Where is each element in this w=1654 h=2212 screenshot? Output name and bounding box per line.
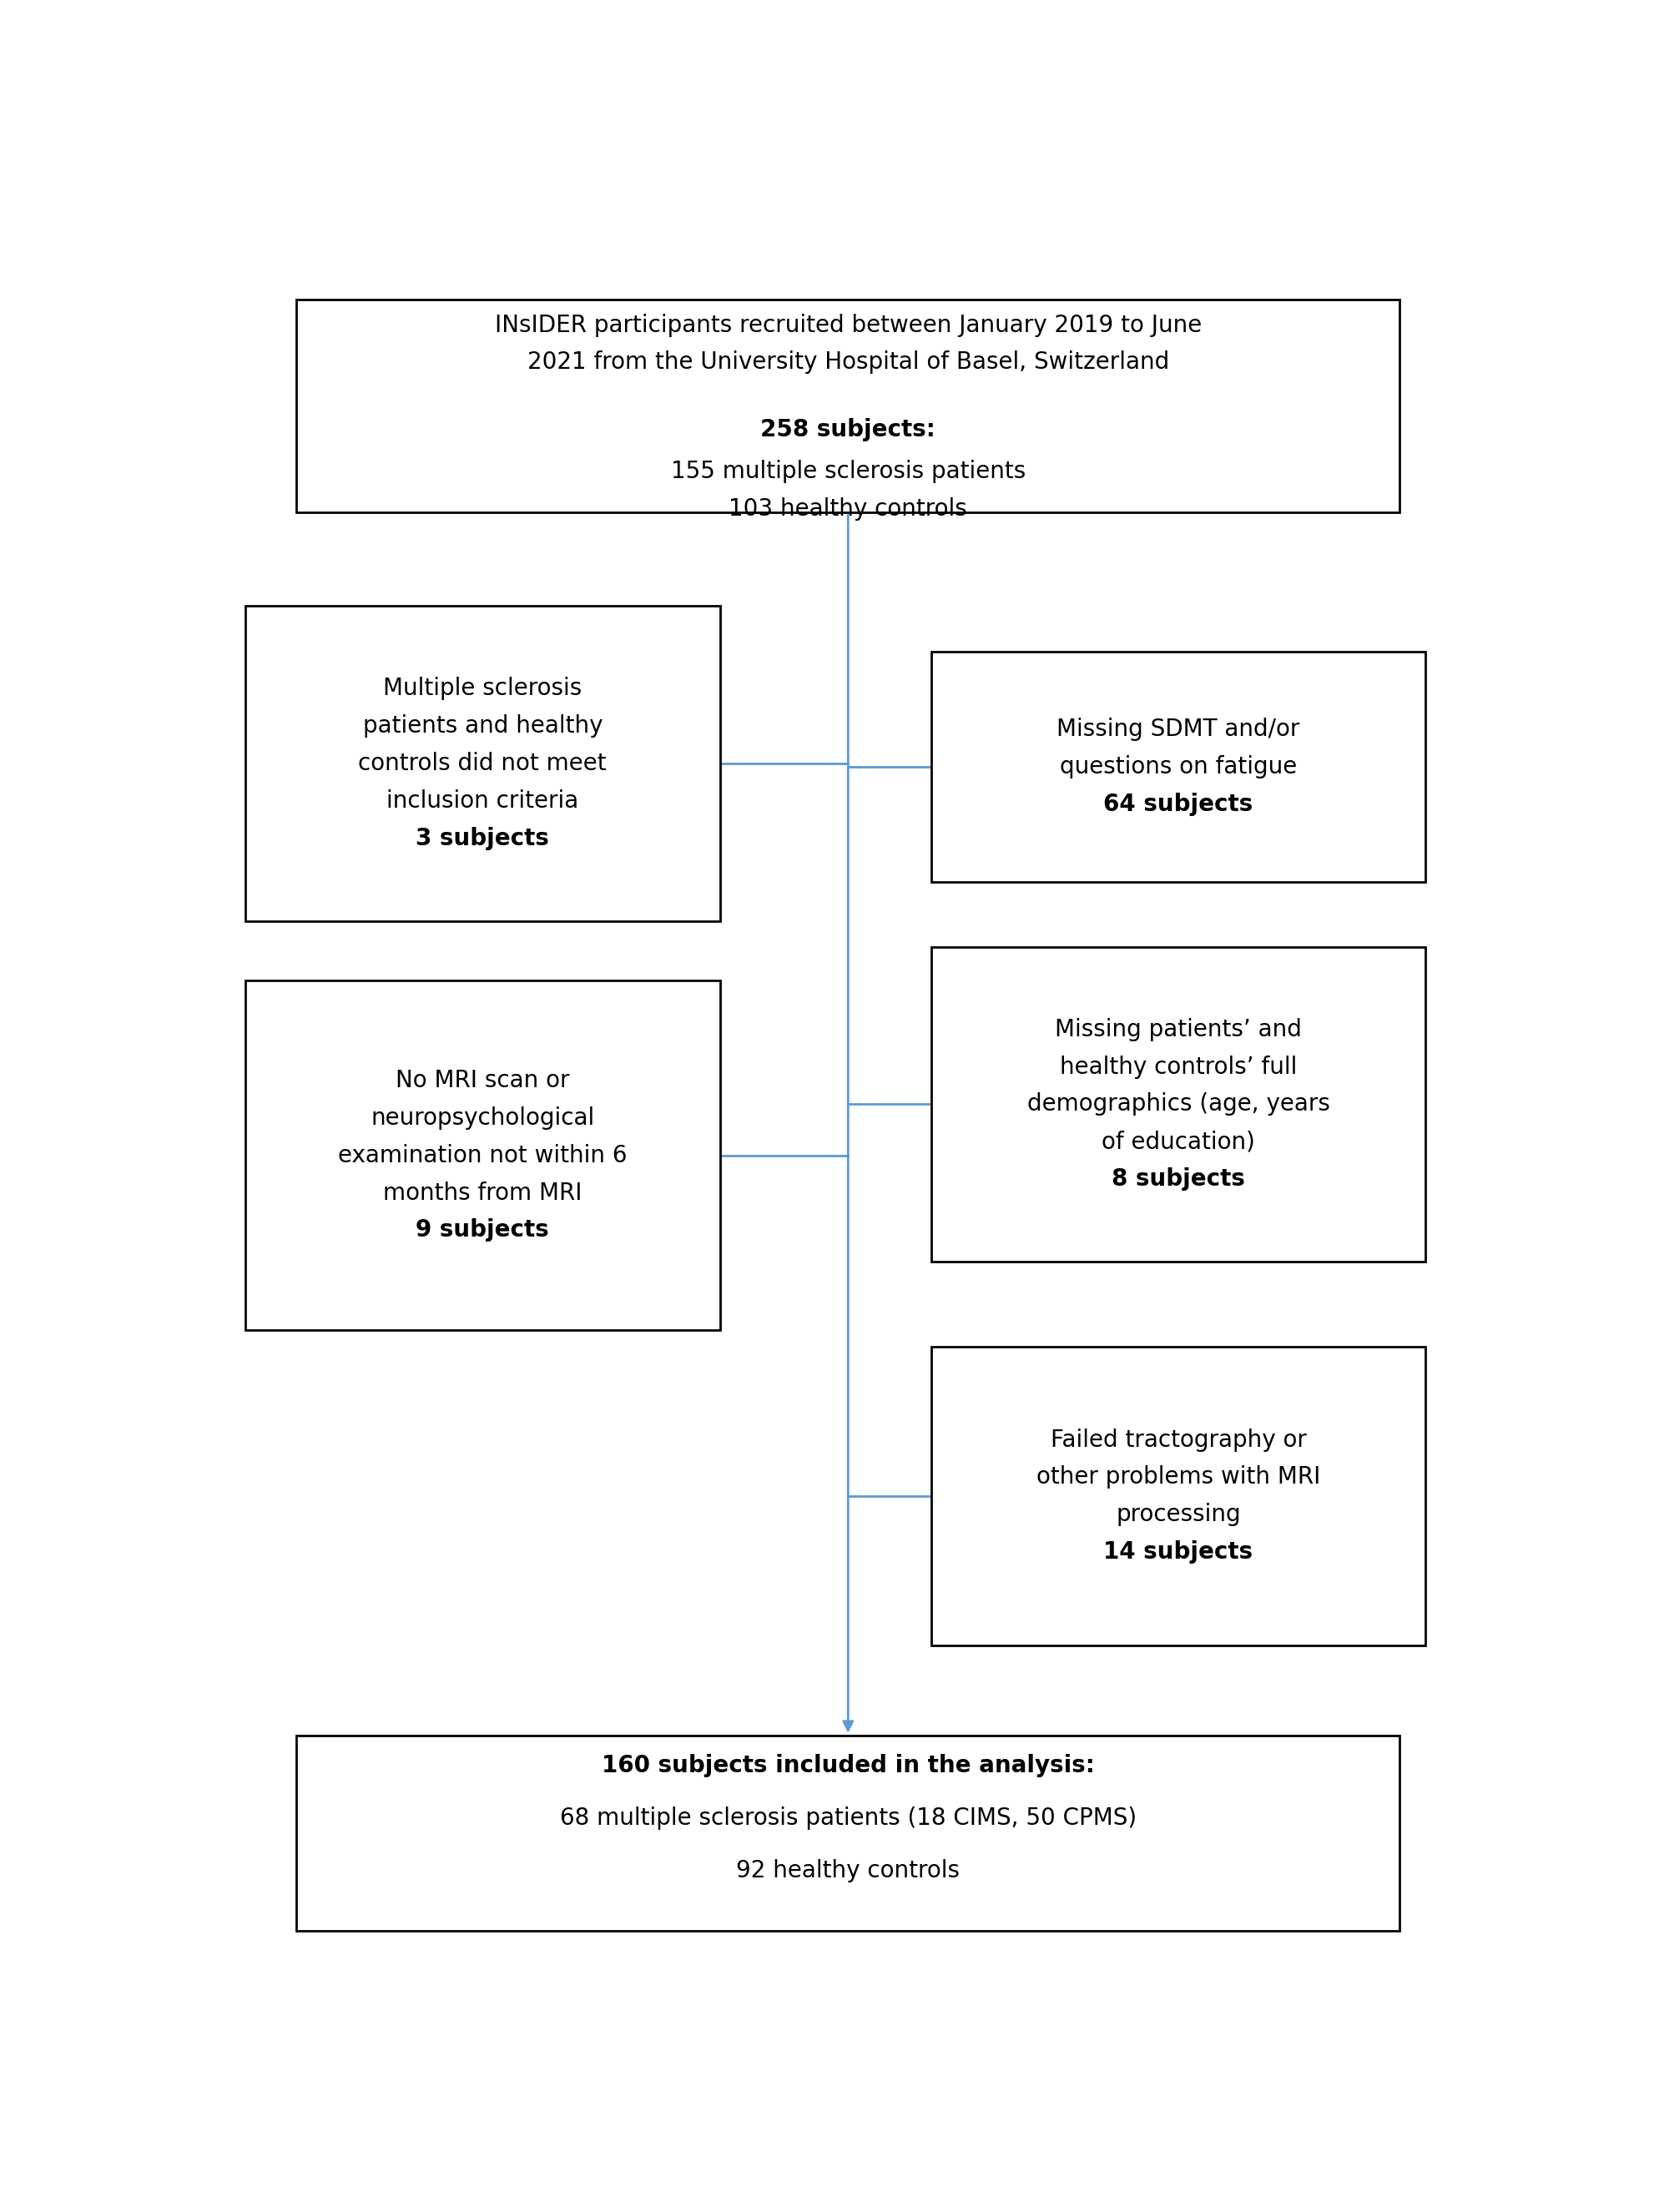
Text: 258 subjects:: 258 subjects: [761,418,935,442]
Bar [931,1347,1424,1646]
Bar [931,653,1424,883]
Text: 64 subjects: 64 subjects [1103,792,1252,816]
Text: demographics (age, years: demographics (age, years [1027,1093,1330,1117]
Text: 8 subjects: 8 subjects [1111,1168,1244,1190]
Bar [245,980,719,1329]
Bar [296,1736,1399,1931]
Text: 2021 from the University Hospital of Basel, Switzerland: 2021 from the University Hospital of Bas… [528,352,1168,374]
Text: 14 subjects: 14 subjects [1103,1540,1252,1564]
Text: other problems with MRI: other problems with MRI [1035,1467,1320,1489]
Text: examination not within 6: examination not within 6 [337,1144,627,1168]
Bar [931,947,1424,1261]
Text: Multiple sclerosis: Multiple sclerosis [384,677,582,701]
Text: 68 multiple sclerosis patients (18 CIMS, 50 CPMS): 68 multiple sclerosis patients (18 CIMS,… [559,1807,1136,1829]
Text: 103 healthy controls: 103 healthy controls [728,498,968,520]
Text: 9 subjects: 9 subjects [415,1219,549,1241]
Text: healthy controls’ full: healthy controls’ full [1059,1055,1297,1079]
Text: controls did not meet: controls did not meet [359,752,607,776]
Text: of education): of education) [1102,1130,1254,1152]
Text: 160 subjects included in the analysis:: 160 subjects included in the analysis: [602,1754,1093,1778]
Bar [245,606,719,920]
Text: 3 subjects: 3 subjects [415,827,549,849]
Text: Missing SDMT and/or: Missing SDMT and/or [1057,719,1300,741]
Text: INsIDER participants recruited between January 2019 to June: INsIDER participants recruited between J… [495,314,1201,336]
Text: months from MRI: months from MRI [382,1181,582,1206]
Text: questions on fatigue: questions on fatigue [1059,754,1297,779]
Text: 92 healthy controls: 92 healthy controls [736,1860,959,1882]
Text: neuropsychological: neuropsychological [370,1106,594,1130]
Text: processing: processing [1115,1504,1240,1526]
Text: patients and healthy: patients and healthy [362,714,602,739]
Text: 155 multiple sclerosis patients: 155 multiple sclerosis patients [670,460,1025,482]
Text: No MRI scan or: No MRI scan or [395,1068,569,1093]
Text: inclusion criteria: inclusion criteria [387,790,579,812]
Text: Missing patients’ and: Missing patients’ and [1054,1018,1302,1042]
Text: Failed tractography or: Failed tractography or [1050,1429,1305,1451]
Bar [296,299,1399,513]
